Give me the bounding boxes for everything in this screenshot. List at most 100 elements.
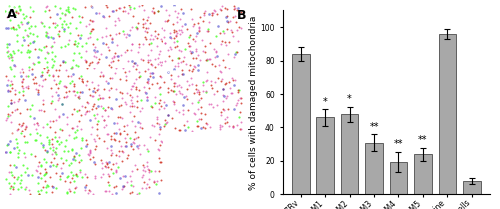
Point [190, 112, 198, 115]
Point [194, 27, 202, 30]
Point [2, 150, 10, 154]
Point [72, 173, 80, 177]
Point [4, 11, 12, 14]
Point [34, 60, 42, 63]
Point [171, 127, 179, 130]
Point [152, 58, 160, 61]
Point [102, 4, 110, 7]
Point [8, 98, 16, 102]
Point [20, 170, 28, 173]
Point [223, 27, 231, 31]
Point [98, 115, 106, 118]
Point [124, 153, 132, 157]
Point [150, 95, 158, 99]
Point [122, 74, 130, 77]
Point [74, 109, 82, 113]
Point [168, 48, 175, 51]
Point [138, 98, 145, 102]
Point [126, 142, 134, 145]
Point [198, 38, 206, 42]
Point [172, 92, 180, 96]
Text: H37Rv: H37Rv [8, 133, 22, 137]
Point [100, 15, 108, 18]
Point [48, 138, 56, 141]
Point [34, 190, 42, 193]
Point [143, 99, 151, 102]
Point [208, 11, 216, 14]
Point [161, 118, 169, 122]
Point [24, 34, 32, 38]
Point [43, 122, 51, 126]
Point [78, 16, 86, 19]
Point [60, 19, 68, 22]
Point [6, 139, 14, 143]
Point [75, 96, 83, 99]
Point [232, 51, 240, 54]
Point [32, 168, 40, 172]
Point [102, 55, 110, 58]
Point [26, 41, 34, 45]
Point [96, 93, 104, 96]
Point [122, 133, 130, 136]
Point [236, 111, 244, 114]
Point [28, 77, 36, 81]
Point [42, 34, 50, 37]
Point [102, 108, 110, 112]
Point [170, 37, 178, 40]
Point [96, 175, 104, 179]
Point [233, 124, 241, 127]
Point [177, 85, 185, 89]
Point [132, 136, 140, 140]
Point [92, 11, 100, 15]
Point [192, 49, 200, 52]
Bar [463, 181, 480, 194]
Text: **: ** [418, 135, 428, 145]
Point [75, 119, 83, 123]
Point [222, 14, 230, 18]
Point [26, 68, 34, 71]
Point [30, 116, 38, 119]
Point [28, 103, 36, 106]
Point [236, 97, 244, 100]
Point [142, 91, 150, 94]
Point [49, 185, 57, 188]
Point [108, 163, 116, 166]
Point [30, 39, 38, 42]
Point [6, 102, 14, 105]
Point [68, 147, 76, 150]
Point [90, 114, 98, 117]
Point [208, 102, 216, 106]
Point [133, 192, 141, 196]
Point [72, 172, 80, 175]
Point [50, 79, 58, 82]
Point [98, 41, 106, 44]
Point [128, 169, 136, 172]
Point [106, 86, 114, 89]
Point [75, 154, 83, 157]
Point [166, 45, 174, 48]
Point [194, 63, 202, 67]
Point [161, 41, 169, 45]
Point [8, 87, 16, 90]
Point [10, 74, 18, 78]
Point [34, 90, 42, 94]
Point [104, 115, 112, 118]
Point [16, 51, 24, 54]
Point [94, 88, 102, 91]
Point [46, 16, 54, 19]
Point [70, 191, 78, 194]
Point [194, 53, 202, 56]
Point [154, 62, 162, 65]
Point [178, 24, 186, 27]
Point [98, 166, 106, 170]
Point [46, 146, 54, 149]
Point [74, 34, 82, 37]
Point [172, 109, 180, 112]
Point [44, 35, 52, 38]
Point [178, 11, 186, 14]
Point [119, 67, 127, 70]
Point [140, 180, 147, 184]
Point [49, 163, 57, 167]
Point [60, 27, 68, 31]
Point [128, 65, 136, 68]
